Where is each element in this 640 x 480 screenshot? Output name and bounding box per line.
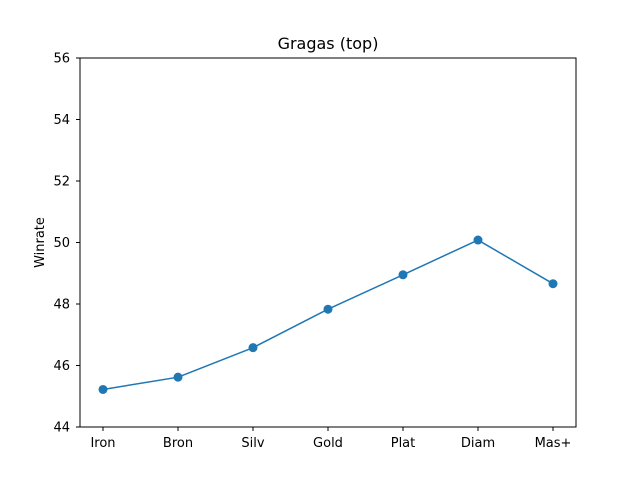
chart-title: Gragas (top) (278, 34, 379, 53)
y-axis-ticks: 44 46 48 50 52 54 56 (53, 52, 80, 436)
y-tick-label: 50 (53, 236, 70, 251)
data-point (98, 384, 108, 394)
data-point (398, 270, 408, 280)
y-tick-label: 54 (53, 113, 70, 128)
x-tick-label: Gold (313, 436, 343, 451)
x-axis-ticks: Iron Bron Silv Gold Plat Diam Mas+ (90, 427, 571, 451)
data-point (173, 372, 183, 382)
data-point (248, 343, 258, 353)
y-tick-label: 46 (53, 359, 70, 374)
x-tick-label: Diam (461, 436, 495, 451)
y-tick-label: 48 (53, 298, 70, 313)
y-tick-label: 56 (53, 52, 70, 67)
y-tick-label: 52 (53, 175, 70, 190)
x-tick-label: Bron (163, 436, 193, 451)
data-point (548, 279, 558, 289)
series-layer (98, 235, 558, 394)
y-axis-label: Winrate (33, 217, 48, 268)
x-tick-label: Plat (391, 436, 416, 451)
data-point (473, 235, 483, 245)
x-tick-label: Silv (241, 436, 264, 451)
plot-frame (79, 57, 577, 428)
y-tick-label: 44 (53, 421, 70, 436)
x-tick-label: Iron (90, 436, 115, 451)
data-point (323, 304, 333, 314)
x-tick-label: Mas+ (535, 436, 572, 451)
